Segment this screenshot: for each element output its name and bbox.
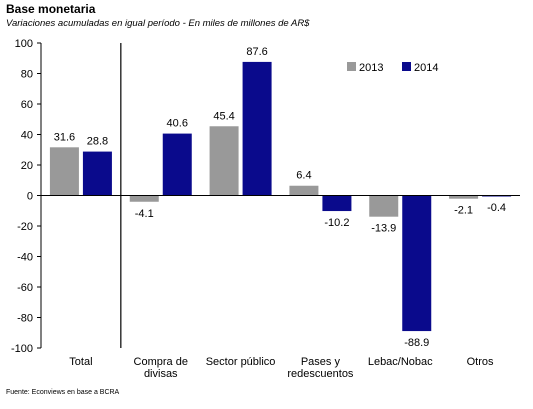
legend-swatch-2013: [347, 62, 356, 71]
data-label: -10.2: [324, 217, 349, 229]
chart-subtitle: Variaciones acumuladas en igual período …: [6, 18, 310, 29]
y-tick-label: 40: [21, 130, 33, 142]
x-tick-label: divisas: [144, 368, 178, 380]
legend-swatch-2014: [402, 62, 411, 71]
data-label: 28.8: [87, 136, 108, 148]
x-tick-label: Compra de: [134, 356, 188, 368]
data-label: 40.6: [167, 118, 188, 130]
bar-2013: [289, 185, 319, 196]
x-tick-label: Lebac/Nobac: [368, 356, 433, 368]
chart-title: Base monetaria: [6, 2, 96, 16]
bar-2013: [129, 195, 159, 202]
x-tick-label: Total: [69, 356, 92, 368]
bar-2013: [369, 195, 399, 217]
data-label: 87.6: [246, 46, 267, 58]
data-label: 45.4: [213, 110, 234, 122]
y-tick-label: 60: [21, 99, 33, 111]
x-tick-label: Otros: [467, 356, 494, 368]
source-note: Fuente: Econviews en base a BCRA: [6, 389, 120, 396]
y-tick-label: 100: [15, 38, 33, 50]
data-label: -2.1: [454, 205, 473, 217]
y-tick-label: 20: [21, 160, 33, 172]
x-tick-label: Sector público: [206, 356, 276, 368]
y-tick-label: -40: [17, 252, 33, 264]
x-tick-label: Pases y: [301, 356, 341, 368]
bar-2013: [49, 147, 79, 196]
y-tick-label: -20: [17, 221, 33, 233]
y-tick-label: -80: [17, 313, 33, 325]
bar-2014: [162, 133, 192, 196]
bar-2014: [402, 195, 432, 332]
data-label: -13.9: [371, 223, 396, 235]
bar-2014: [242, 61, 272, 196]
y-tick-label: -100: [11, 343, 33, 355]
data-label: 6.4: [296, 170, 311, 182]
legend-label-2013: 2013: [359, 62, 383, 74]
bar-2013: [449, 195, 479, 199]
data-label: -88.9: [404, 337, 429, 349]
y-tick-label: -60: [17, 282, 33, 294]
y-tick-label: 80: [21, 69, 33, 81]
data-label: 31.6: [54, 131, 75, 143]
bar-2014: [82, 151, 112, 196]
bar-2014: [322, 195, 352, 212]
data-label: -0.4: [487, 202, 506, 214]
x-tick-label: redescuentos: [287, 368, 354, 380]
y-tick-label: 0: [27, 191, 33, 203]
legend-label-2014: 2014: [414, 62, 438, 74]
bar-2013: [209, 126, 239, 196]
data-label: -4.1: [135, 208, 154, 220]
